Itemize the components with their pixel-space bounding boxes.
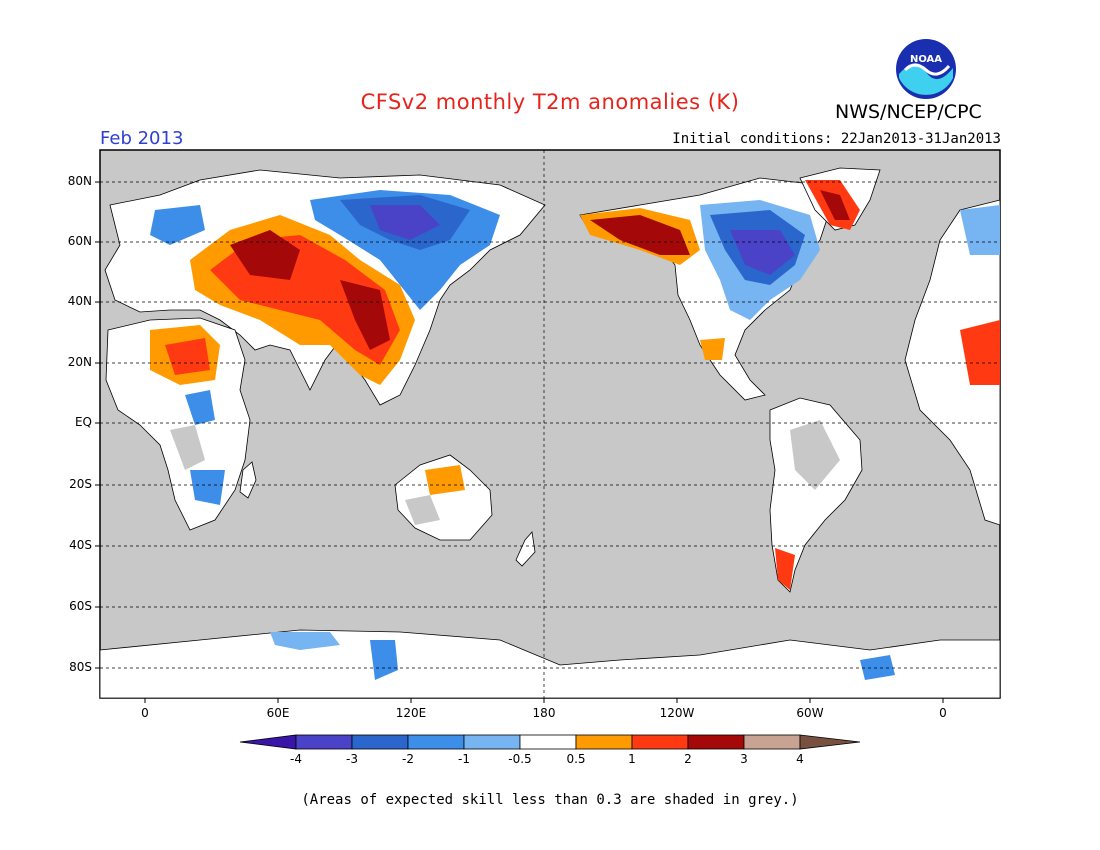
colorbar-segment [631,734,689,750]
lon-label: 60E [266,706,290,720]
lon-label: 0 [939,706,947,720]
colorbar-segment [351,734,409,750]
colorbar-segment [239,734,297,750]
lat-label: 40N [67,294,92,308]
landmass-antarctica [99,629,1001,699]
lat-label: 20S [69,477,92,491]
lon-label: 120E [395,706,427,720]
axis-ticks [95,181,944,703]
lat-label: 80N [67,174,92,188]
org-label: NWS/NCEP/CPC [835,101,982,123]
colorbar-segment [687,734,745,750]
colorbar-tick: 4 [796,752,804,766]
lat-label: 40S [69,538,92,552]
colorbar-segment [463,734,521,750]
colorbar-tick: -4 [290,752,302,766]
noaa-logo: NOAA [896,39,956,99]
lat-label: 60S [69,599,92,613]
forecast-month: Feb 2013 [100,128,184,149]
lon-label: 0 [141,706,149,720]
lat-label: EQ [74,415,92,429]
colorbar-tick: -2 [402,752,414,766]
initial-conditions: Initial conditions: 22Jan2013-31Jan2013 [672,131,1001,147]
warm-anomalies [150,180,1000,590]
landmass-eurasia-wrap [904,199,1001,526]
colorbar-segment [407,734,465,750]
colorbar-tick: 3 [740,752,748,766]
lat-label: 60N [67,234,92,248]
colorbar [239,734,861,750]
skill-note: (Areas of expected skill less than 0.3 a… [301,792,799,808]
colorbar-segment [743,734,801,750]
lat-label: 80S [69,660,92,674]
svg-text:NOAA: NOAA [910,54,942,65]
colorbar-segment [295,734,353,750]
colorbar-segment [799,734,861,750]
landmass-madagascar [239,461,257,499]
cool-anomalies [150,190,1000,680]
lon-label: 180 [532,706,556,720]
lon-label: 60W [796,706,824,720]
colorbar-segment [519,734,577,750]
colorbar-segment [575,734,633,750]
colorbar-tick: 0.5 [566,752,586,766]
lon-label: 120W [659,706,695,720]
map-title: CFSv2 monthly T2m anomalies (K) [360,90,740,114]
colorbar-tick: -1 [458,752,470,766]
colorbar-tick: -3 [346,752,358,766]
lat-label: 20N [67,355,92,369]
colorbar-tick: 2 [684,752,692,766]
colorbar-tick: -0.5 [508,752,532,766]
landmass-new-zealand [515,531,536,567]
colorbar-tick: 1 [628,752,636,766]
grid [100,150,1000,698]
